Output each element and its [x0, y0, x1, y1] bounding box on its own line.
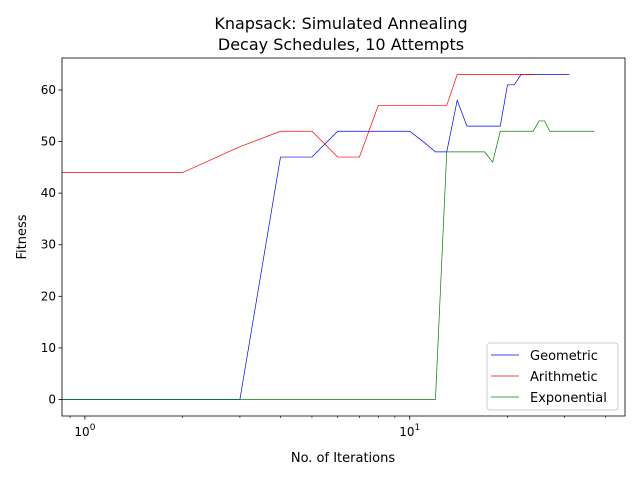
x-axis: 100 101	[69, 416, 606, 439]
y-axis-label: Fitness	[15, 214, 30, 259]
series-line-geometric	[62, 74, 570, 400]
y-tick-label: 30	[41, 238, 56, 252]
legend-label-exponential: Exponential	[530, 391, 607, 406]
series-line-arithmetic	[62, 74, 534, 173]
y-tick-label: 60	[41, 83, 56, 97]
y-tick-label: 0	[48, 392, 56, 406]
chart-title-line-1: Knapsack: Simulated Annealing	[214, 14, 467, 33]
y-tick-label: 10	[41, 341, 56, 355]
x-tick-label: 101	[399, 423, 420, 439]
plot-area	[62, 74, 595, 400]
legend-label-arithmetic: Arithmetic	[530, 370, 598, 385]
y-axis: 0 10 20 30 40 50 60	[41, 83, 62, 406]
legend-box	[486, 342, 619, 411]
legend-label-geometric: Geometric	[530, 349, 598, 364]
x-tick-label: 100	[74, 423, 95, 439]
legend: Geometric Arithmetic Exponential	[486, 342, 619, 411]
series-line-exponential	[62, 120, 595, 400]
y-tick-label: 40	[41, 186, 56, 200]
y-tick-label: 20	[41, 289, 56, 303]
series-layer	[62, 74, 595, 400]
chart-title-line-2: Decay Schedules, 10 Attempts	[218, 35, 464, 54]
y-tick-label: 50	[41, 135, 56, 149]
plot-frame	[61, 57, 626, 417]
x-axis-label: No. of Iterations	[291, 451, 396, 466]
